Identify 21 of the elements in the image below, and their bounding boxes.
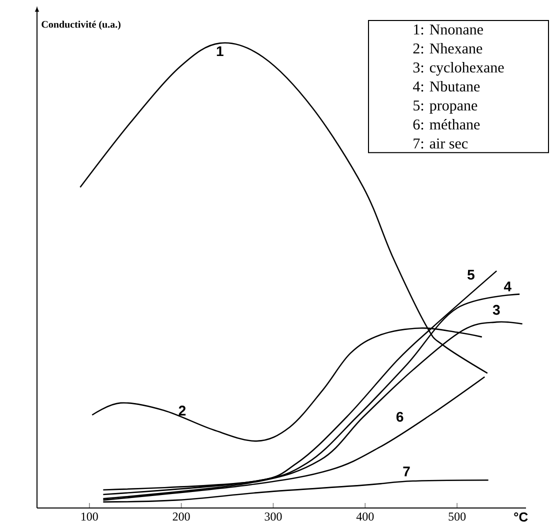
annotation: 4 bbox=[504, 282, 512, 292]
annotation: 7: air sec bbox=[414, 138, 468, 149]
annotation: 2 bbox=[178, 406, 186, 416]
x-axis-title: °C bbox=[514, 512, 528, 522]
x-tick-label: 400 bbox=[356, 512, 374, 521]
annotation: 1 bbox=[216, 46, 224, 56]
annotation: 2: Nhexane bbox=[413, 42, 482, 54]
x-tick-label: 500 bbox=[448, 512, 466, 521]
y-axis-title: Conductivité (u.a.) bbox=[42, 20, 120, 30]
annotation: 3 bbox=[492, 304, 500, 315]
annotation: 4: Nbutane bbox=[412, 80, 480, 92]
text: 1: Nnonane bbox=[414, 24, 483, 35]
x-tick-label: 200 bbox=[172, 512, 190, 521]
annotation: 7 bbox=[403, 466, 410, 476]
annotation: 5 bbox=[467, 270, 474, 280]
x-tick-label: 300 bbox=[264, 512, 282, 521]
annotation: 5: propane bbox=[414, 100, 478, 114]
x-tick-label: 100 bbox=[81, 512, 98, 521]
annotation: 6: méthane bbox=[413, 118, 480, 130]
annotation: 3: cyclohexane bbox=[413, 62, 504, 76]
annotation: 6 bbox=[396, 412, 404, 422]
